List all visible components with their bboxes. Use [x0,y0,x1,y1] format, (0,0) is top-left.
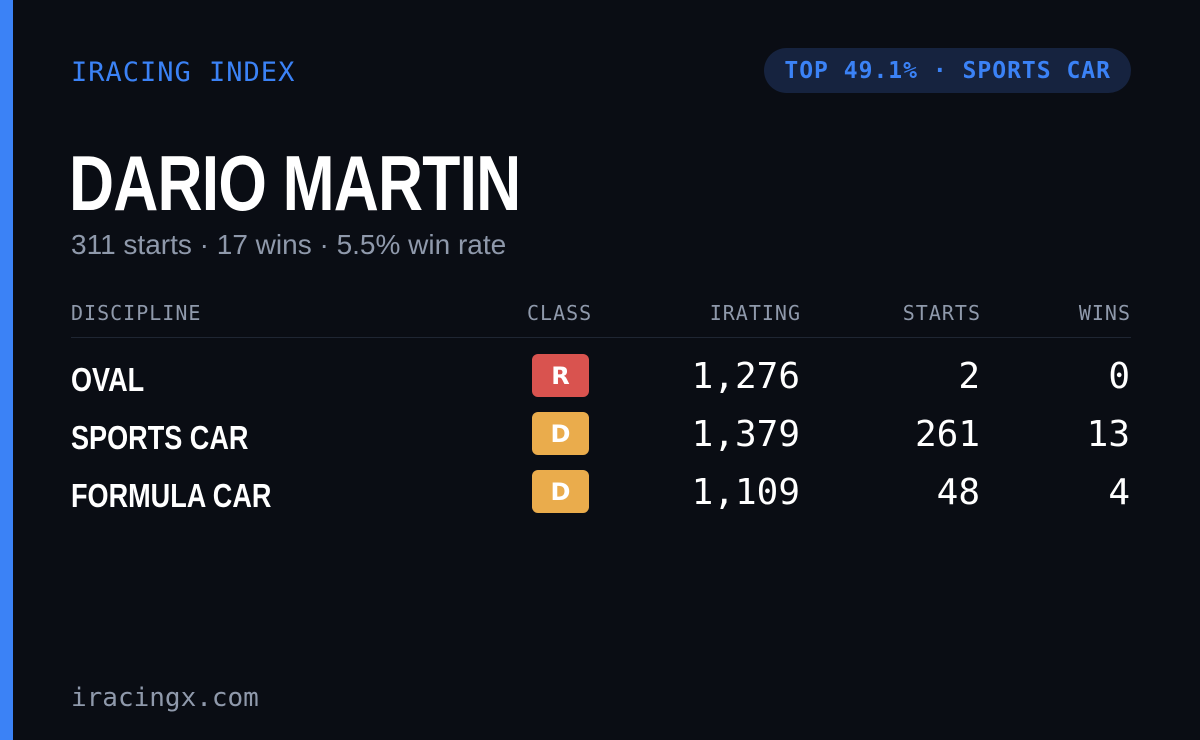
column-header-irating: IRATING [709,301,801,325]
discipline-name: FORMULA CAR [71,477,272,514]
license-class-badge: D [532,470,589,513]
starts-value: 48 [936,472,980,513]
driver-summary: 311 starts · 17 wins · 5.5% win rate [71,229,507,260]
ratings-table: DISCIPLINE CLASS IRATING STARTS WINS OVA… [71,300,1131,518]
table-row: SPORTS CAR D 1,379 261 13 [71,396,1131,456]
rank-badge-label: TOP 49.1% · SPORTS CAR [784,57,1111,84]
column-header-discipline: DISCIPLINE [71,301,202,325]
license-class-badge: R [532,354,589,397]
irating-value: 1,109 [691,472,800,513]
starts-value: 2 [958,356,980,397]
table-header: DISCIPLINE CLASS IRATING STARTS WINS [71,300,1131,338]
driver-name: DARIO MARTIN [69,139,521,227]
brand-label: IRACING INDEX [71,57,296,88]
starts-value: 261 [914,414,980,455]
wins-value: 4 [1108,472,1130,513]
column-header-class: CLASS [527,301,593,325]
wins-value: 0 [1108,356,1130,397]
rank-badge: TOP 49.1% · SPORTS CAR [764,48,1131,93]
irating-value: 1,379 [691,414,800,455]
column-header-wins: WINS [1078,301,1131,325]
discipline-name: OVAL [71,361,145,398]
irating-value: 1,276 [691,356,800,397]
table-row: FORMULA CAR D 1,109 48 4 [71,454,1131,514]
site-url: iracingx.com [71,683,259,713]
table-body: OVAL R 1,276 2 0 SPORTS CAR D 1,379 261 … [71,338,1131,518]
accent-bar [0,0,13,740]
discipline-name: SPORTS CAR [71,419,249,456]
wins-value: 13 [1086,414,1130,455]
column-header-starts: STARTS [902,301,981,325]
table-row: OVAL R 1,276 2 0 [71,338,1131,398]
license-class-badge: D [532,412,589,455]
